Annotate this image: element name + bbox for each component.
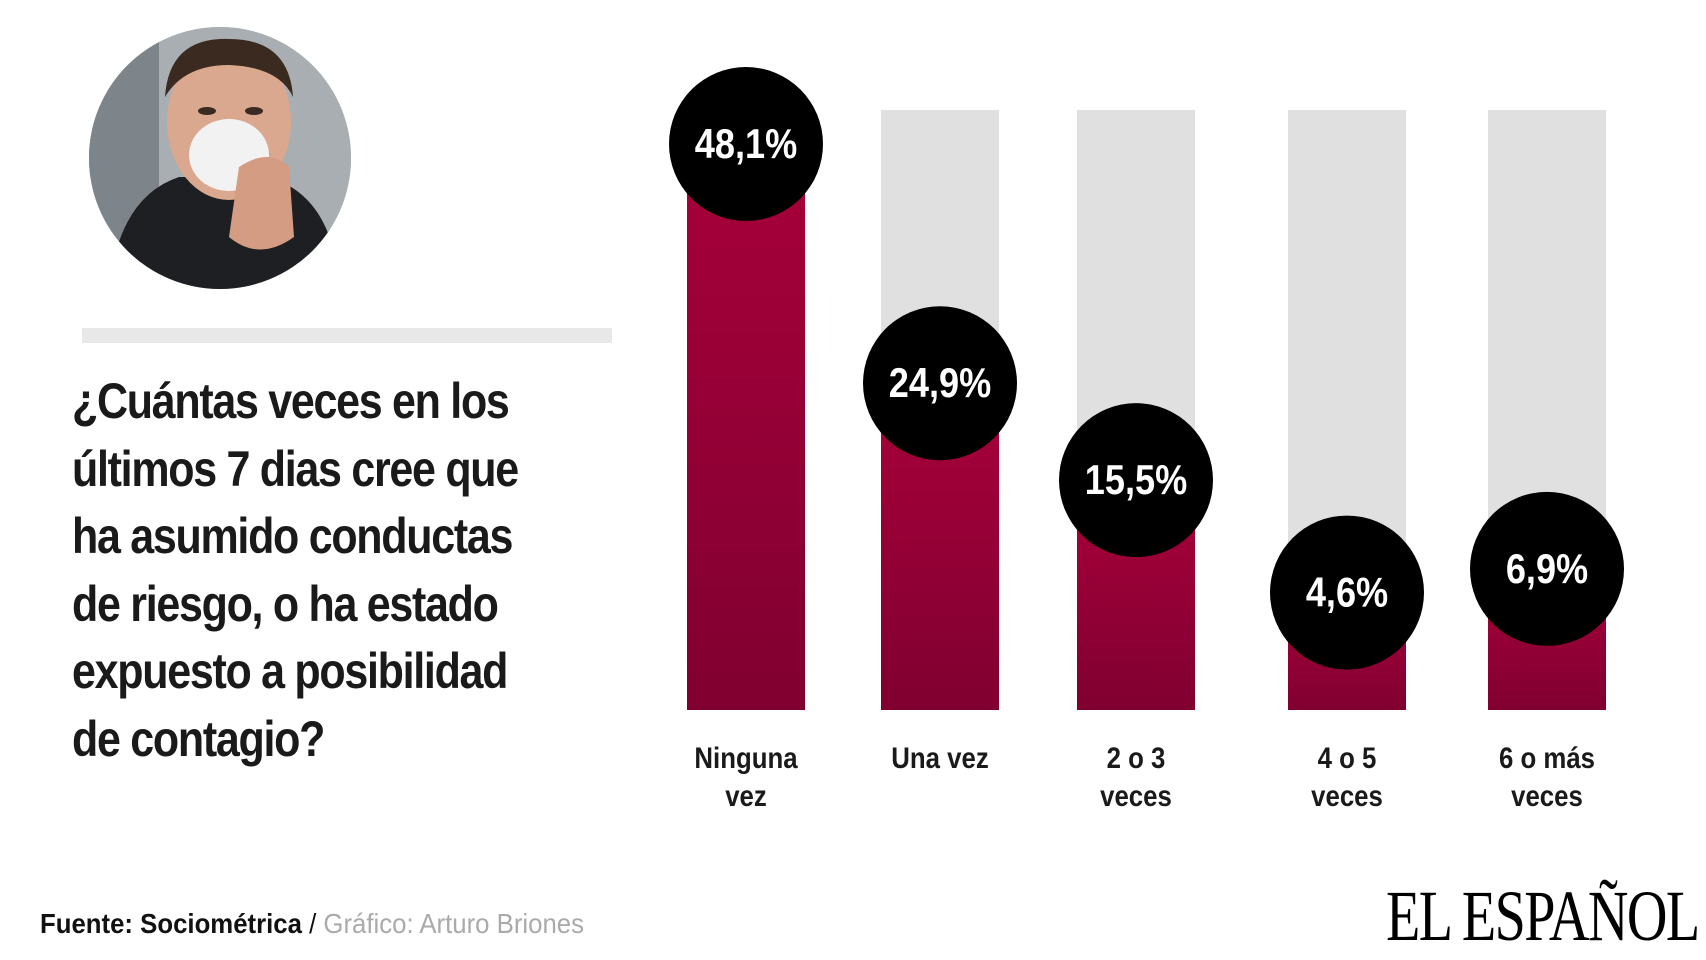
footer-credits: Fuente: Sociométrica / Gráfico: Arturo B…: [40, 908, 584, 940]
category-label: veces: [1100, 779, 1172, 812]
value-badge: [1270, 515, 1424, 670]
bar-chart: 48,1% Ninguna vez 24,9% Una vez 15,5% 2 o 3 vec…: [669, 67, 1624, 812]
question-line: expuesto a posibilidad: [72, 643, 508, 699]
value-badge: [1470, 491, 1624, 646]
data-label: 15,5%: [1085, 458, 1187, 504]
category-label: 2 o 3: [1107, 741, 1166, 774]
category-label: vez: [725, 779, 767, 812]
question-line: ha asumido conductas: [72, 508, 513, 564]
category-label: Ninguna: [694, 741, 798, 774]
data-label: 4,6%: [1306, 570, 1388, 616]
question-line: de contagio?: [72, 710, 325, 767]
chart-question-title: ¿Cuántas veces en los últimos 7 dias cre…: [72, 368, 554, 773]
category-label: Una vez: [891, 741, 988, 774]
photo-man-with-mask: [89, 27, 351, 289]
data-label: 6,9%: [1506, 546, 1588, 592]
question-line: de riesgo, o ha estado: [72, 575, 499, 632]
source-label: Fuente: Sociométrica: [40, 908, 302, 939]
question-line: ¿Cuántas veces en los: [72, 373, 510, 429]
category-label: 6 o más: [1499, 741, 1595, 774]
divider-rule: [82, 328, 612, 343]
data-label: 24,9%: [889, 361, 991, 407]
value-badge: [863, 306, 1017, 461]
question-line: últimos 7 dias cree que: [72, 440, 519, 497]
separator: /: [301, 908, 324, 939]
value-badge: [1059, 403, 1213, 558]
mask-person-illustration: [89, 27, 351, 289]
data-label: 48,1%: [695, 122, 797, 168]
graphic-credit: Gráfico: Arturo Briones: [323, 908, 585, 939]
category-label: 4 o 5: [1318, 741, 1377, 774]
bar: [687, 144, 805, 710]
category-label: veces: [1511, 779, 1583, 812]
category-label: veces: [1311, 779, 1383, 812]
value-badge: [669, 67, 823, 221]
el-espanol-logo: EL ESPAÑOL: [1386, 876, 1700, 956]
